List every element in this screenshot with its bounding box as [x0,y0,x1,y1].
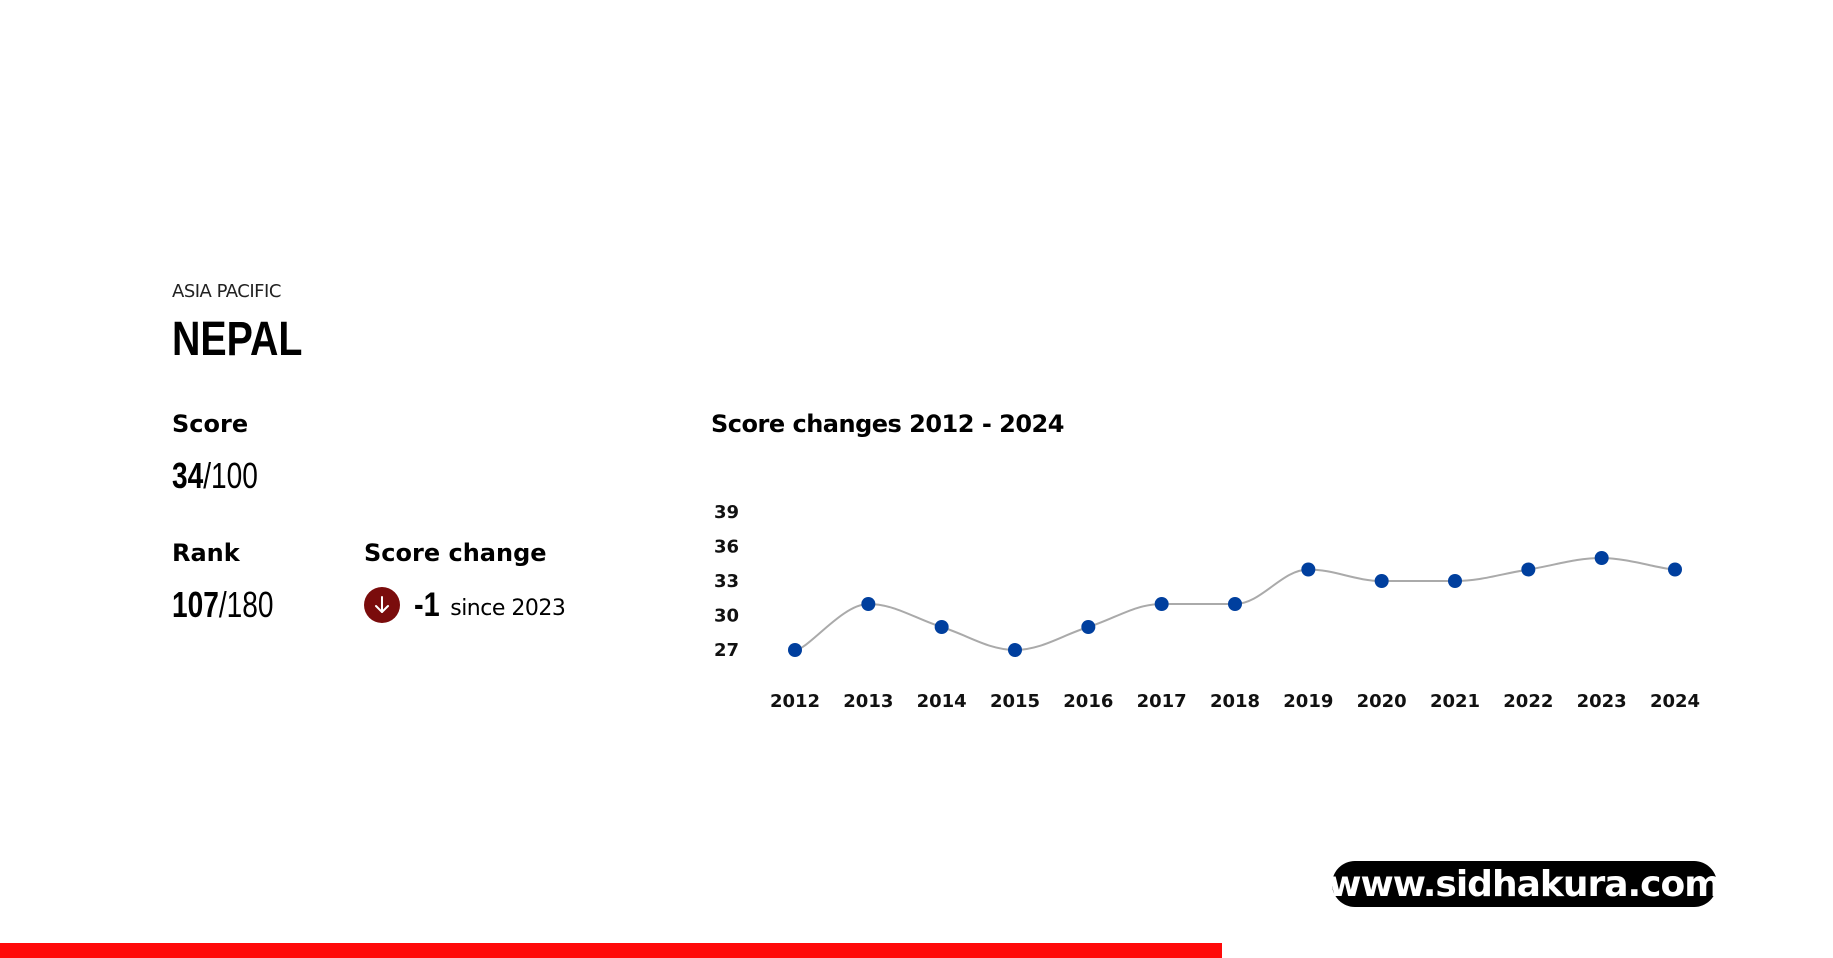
y-tick-label: 30 [714,606,739,627]
y-axis-ticks: 27 30 33 36 39 [714,502,739,661]
data-point-2020 [1374,574,1389,588]
x-tick-label: 2015 [990,691,1040,712]
x-axis-ticks: 2012 2013 2014 2015 2016 2017 2018 2019 2020 2021… [770,691,1700,712]
score-change-value: -1 [414,585,440,624]
y-tick-label: 27 [714,640,739,661]
data-point-2012 [788,643,802,657]
data-point-2015 [1008,643,1022,657]
score-value: 34/100 [172,455,258,497]
x-tick-label: 2016 [1063,691,1113,712]
data-point-2013 [861,597,876,611]
rank-label: Rank [172,539,240,567]
y-tick-label: 39 [714,502,739,523]
data-points [788,551,1682,657]
data-point-2016 [1081,620,1096,634]
score-change-label: Score change [364,539,547,567]
data-point-2022 [1521,562,1536,577]
data-point-2023 [1594,551,1609,565]
data-point-2024 [1668,562,1682,577]
score-change-since: since 2023 [450,595,566,621]
watermark-badge: www.sidhakura.com [1328,861,1722,907]
data-point-2014 [934,620,949,634]
x-tick-label: 2013 [843,691,893,712]
x-tick-label: 2020 [1357,691,1407,712]
rank-value: 107/180 [172,584,274,626]
x-tick-label: 2024 [1650,691,1700,712]
score-change-row: -1 since 2023 [364,585,566,625]
x-tick-label: 2017 [1137,691,1187,712]
data-point-2021 [1448,574,1462,588]
score-label: Score [172,410,249,438]
footer-accent-bar [0,943,1222,958]
region-label: ASIA PACIFIC [172,281,281,302]
data-point-2017 [1154,597,1169,611]
x-tick-label: 2019 [1283,691,1333,712]
y-tick-label: 36 [714,537,739,558]
score-total: /100 [203,455,258,496]
x-tick-label: 2018 [1210,691,1260,712]
data-point-2018 [1228,597,1242,611]
x-tick-label: 2012 [770,691,820,712]
chart-title: Score changes 2012 - 2024 [711,410,1064,438]
x-tick-label: 2014 [917,691,967,712]
score-number: 34 [172,455,204,496]
data-point-2019 [1301,562,1316,577]
x-tick-label: 2022 [1503,691,1553,712]
x-tick-label: 2021 [1430,691,1480,712]
x-tick-label: 2023 [1577,691,1627,712]
country-title: NEPAL [172,313,303,366]
rank-total: /180 [218,584,274,625]
y-tick-label: 33 [714,571,739,592]
rank-number: 107 [172,584,219,625]
arrow-down-icon [364,587,400,623]
